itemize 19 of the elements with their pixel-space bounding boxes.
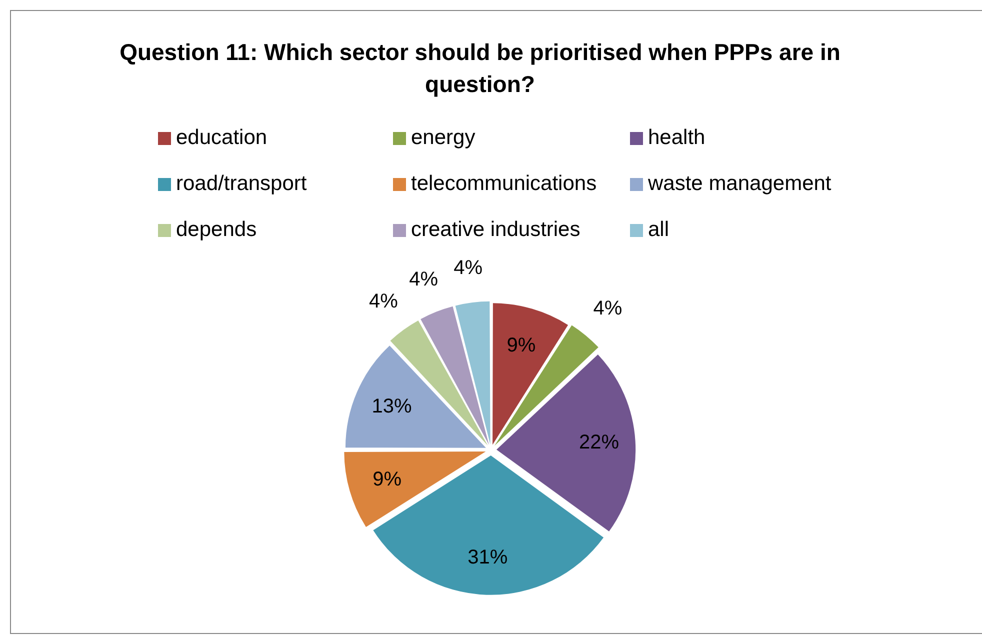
data-label: 4% xyxy=(454,256,483,279)
data-label: 9% xyxy=(372,468,402,491)
legend-label: health xyxy=(648,126,706,150)
legend-label: creative industries xyxy=(411,218,580,242)
legend-label: waste management xyxy=(648,172,832,196)
legend-label: telecommunications xyxy=(411,172,597,196)
legend-label: all xyxy=(648,218,670,242)
data-label: 9% xyxy=(506,334,536,357)
data-label: 4% xyxy=(593,298,622,320)
data-label: 31% xyxy=(468,546,508,569)
chart-title: Question 11: Which sector should be prioritised when PPPs are in question? xyxy=(118,38,842,99)
legend-label: depends xyxy=(176,218,257,242)
data-label: 4% xyxy=(368,290,398,312)
legend-label: education xyxy=(176,126,268,150)
data-label: 13% xyxy=(372,396,412,418)
data-label: 22% xyxy=(578,432,620,454)
legend-label: road/transport xyxy=(176,172,307,196)
data-label: 4% xyxy=(409,268,438,290)
legend-label: energy xyxy=(411,126,476,150)
